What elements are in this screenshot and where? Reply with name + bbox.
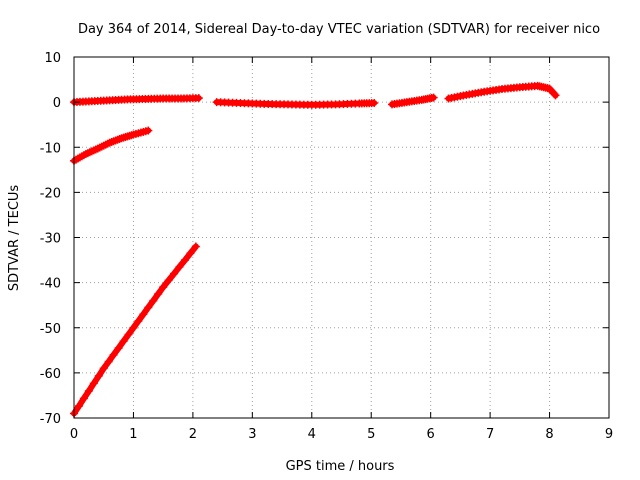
chart-title: Day 364 of 2014, Sidereal Day-to-day VTE…: [78, 22, 600, 37]
y-axis-label: SDTVAR / TECUs: [7, 185, 22, 292]
x-tick-label: 2: [189, 427, 197, 442]
y-tick-label: -50: [40, 322, 61, 337]
y-tick-label: -30: [40, 232, 61, 247]
x-tick-label: 1: [129, 427, 137, 442]
grid-layer: [74, 57, 609, 418]
series-sat-e: [388, 93, 438, 109]
x-tick-label: 3: [248, 427, 256, 442]
y-tick-label: -20: [40, 186, 61, 201]
x-tick-label: 9: [605, 427, 613, 442]
x-tick-label: 8: [545, 427, 553, 442]
x-axis-label: GPS time / hours: [286, 459, 395, 474]
x-tick-label: 7: [486, 427, 494, 442]
y-tick-label: 0: [53, 96, 61, 111]
series-sat-d: [212, 98, 379, 109]
x-tick-label: 4: [308, 427, 316, 442]
series-layer: [70, 81, 560, 418]
x-tick-label: 0: [70, 427, 78, 442]
series-sat-b: [70, 126, 153, 165]
series-sat-c: [70, 242, 200, 418]
x-tick-label: 5: [367, 427, 375, 442]
y-tick-label: 10: [44, 51, 61, 66]
y-tick-label: -40: [40, 277, 61, 292]
y-tick-label: -70: [40, 412, 61, 427]
y-tick-label: -10: [40, 141, 61, 156]
tick-layer: 0 1 2 3 4 5 6 7 8 9 10 0 -10 -20 -30 -40 -50 -60 -70: [40, 51, 613, 442]
y-tick-label: -60: [40, 367, 61, 382]
series-sat-f: [444, 81, 560, 103]
x-tick-label: 6: [427, 427, 435, 442]
